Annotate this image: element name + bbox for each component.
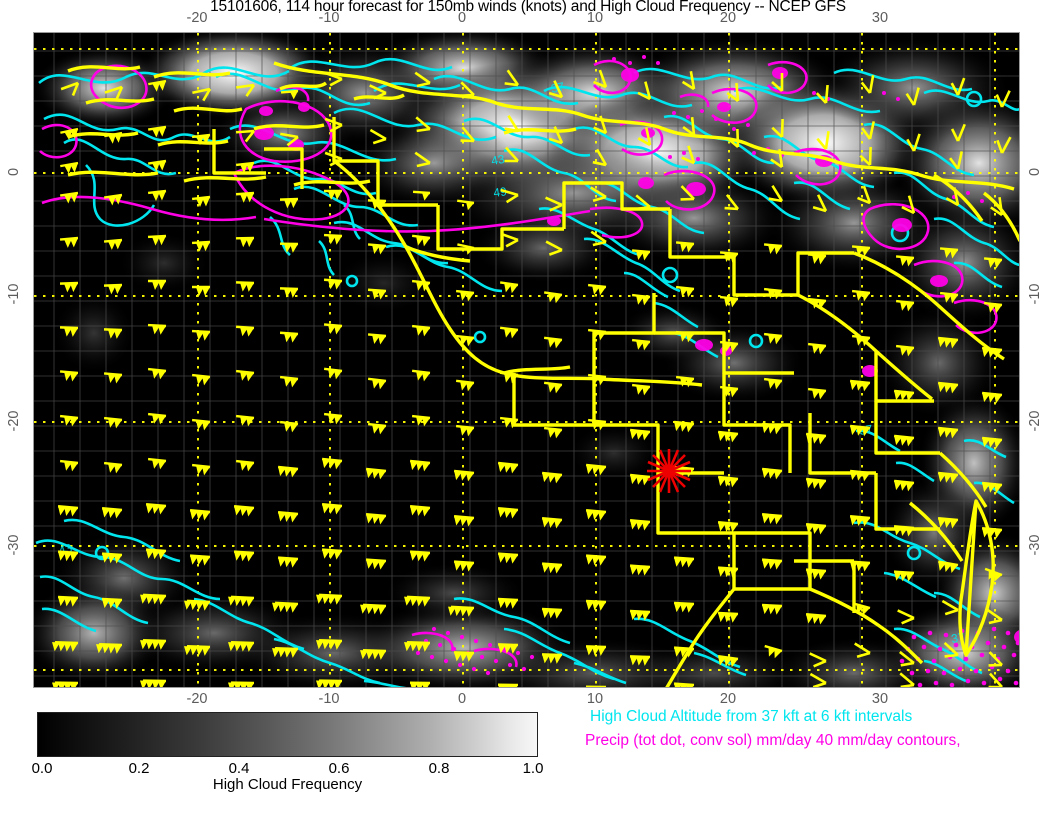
tick-right-2: -20 — [1027, 410, 1043, 432]
map-canvas: 37 43 49 37 43 37 — [34, 33, 1019, 687]
tick-left-2: -20 — [6, 410, 22, 432]
tick-left-1: -10 — [6, 283, 22, 305]
tick-top-0: -20 — [186, 10, 208, 26]
svg-text:43: 43 — [490, 152, 506, 168]
colorbar-tick-5: 1.0 — [522, 760, 544, 777]
precip-total-dots — [415, 55, 1019, 687]
high-cloud-altitude-contours — [35, 57, 1019, 687]
tick-top-2: 0 — [457, 10, 467, 26]
tick-left-0: 0 — [6, 167, 22, 177]
tick-right-3: -30 — [1027, 534, 1043, 556]
map-svg: 37 43 49 37 43 37 — [34, 33, 1019, 687]
tick-top-5: 30 — [871, 10, 889, 26]
tick-bottom-4: 20 — [719, 691, 737, 707]
svg-text:49: 49 — [492, 184, 507, 200]
tick-bottom-0: -20 — [186, 691, 208, 707]
legend-cloud-altitude: High Cloud Altitude from 37 kft at 6 kft… — [590, 708, 913, 725]
tick-right-1: -10 — [1027, 283, 1043, 305]
tick-bottom-1: -10 — [318, 691, 340, 707]
colorbar-tick-4: 0.8 — [428, 760, 450, 777]
legend-precip: Precip (tot dot, conv sol) mm/day 40 mm/… — [585, 732, 961, 749]
colorbar-tick-2: 0.4 — [228, 760, 250, 777]
tick-bottom-3: 10 — [586, 691, 604, 707]
colorbar-tick-0: 0.0 — [31, 760, 53, 777]
tick-bottom-5: 30 — [871, 691, 889, 707]
colorbar-label: High Cloud Frequency — [212, 776, 363, 793]
colorbar-tick-3: 0.6 — [328, 760, 350, 777]
forecast-map-plot[interactable]: 37 43 49 37 43 37 — [33, 32, 1020, 688]
colorbar-gradient — [37, 712, 538, 757]
colorbar — [37, 712, 538, 757]
colorbar-tick-1: 0.2 — [128, 760, 150, 777]
tick-bottom-2: 0 — [457, 691, 467, 707]
station-marker — [647, 449, 691, 493]
page-title: 15101606, 114 hour forecast for 150mb wi… — [210, 0, 846, 15]
tick-right-0: 0 — [1027, 167, 1043, 177]
tick-top-1: -10 — [318, 10, 340, 26]
tick-top-4: 20 — [719, 10, 737, 26]
precip-convective-fill — [254, 67, 1019, 644]
tick-top-3: 10 — [586, 10, 604, 26]
tick-left-3: -30 — [6, 534, 22, 556]
